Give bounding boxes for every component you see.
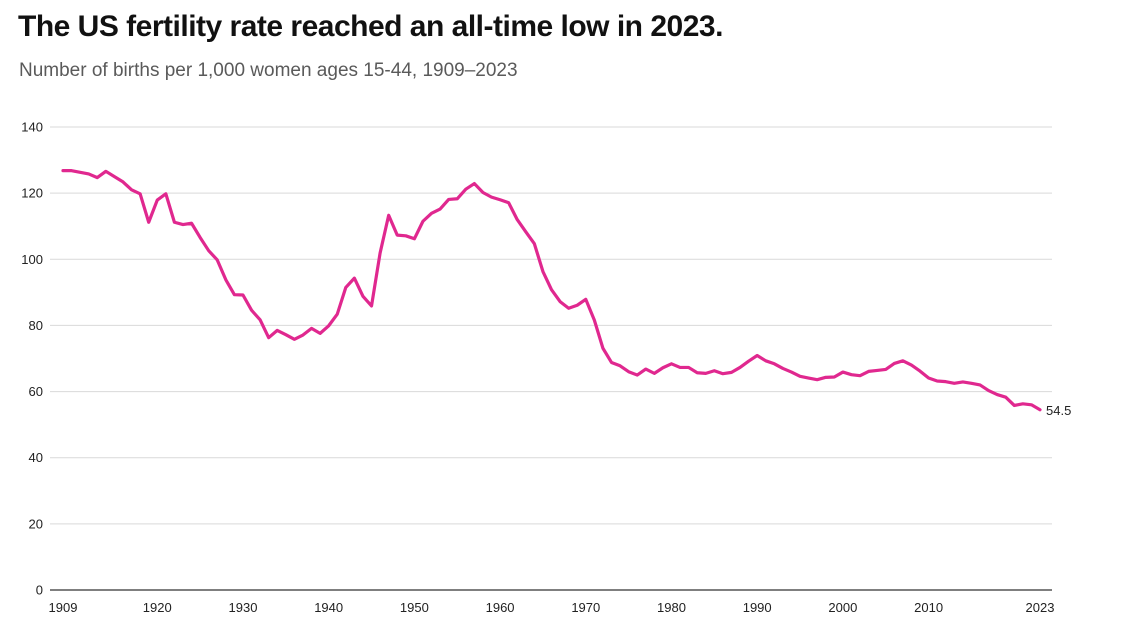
y-tick-label: 40 <box>29 450 43 465</box>
y-tick-label: 20 <box>29 516 43 531</box>
x-axis-ticks: 1909 1920 1930 1940 1950 1960 1970 1980 1990 2000… <box>49 600 1055 615</box>
x-tick-label: 1950 <box>400 600 429 615</box>
x-tick-label: 1970 <box>571 600 600 615</box>
y-tick-label: 120 <box>21 186 43 201</box>
x-tick-label: 1990 <box>743 600 772 615</box>
x-tick-label: 1980 <box>657 600 686 615</box>
y-tick-label: 100 <box>21 252 43 267</box>
gridlines <box>50 126 1052 591</box>
y-axis-ticks: 0 20 40 60 80 100 120 140 <box>21 120 43 598</box>
y-tick-label: 0 <box>36 583 43 598</box>
fertility-rate-line <box>61 169 1042 412</box>
x-tick-label: 1940 <box>314 600 343 615</box>
x-tick-label: 1960 <box>486 600 515 615</box>
x-tick-label: 2023 <box>1026 600 1055 615</box>
y-tick-label: 60 <box>29 384 43 399</box>
x-tick-label: 1930 <box>229 600 258 615</box>
x-tick-label: 2010 <box>914 600 943 615</box>
x-tick-label: 2000 <box>828 600 857 615</box>
chart-subtitle: Number of births per 1,000 women ages 15… <box>19 60 518 81</box>
x-tick-label: 1920 <box>143 600 172 615</box>
x-tick-label: 1909 <box>49 600 78 615</box>
y-tick-label: 140 <box>21 120 43 135</box>
end-value-label: 54.5 <box>1046 403 1071 418</box>
chart-title: The US fertility rate reached an all-tim… <box>18 10 723 43</box>
y-tick-label: 80 <box>29 318 43 333</box>
